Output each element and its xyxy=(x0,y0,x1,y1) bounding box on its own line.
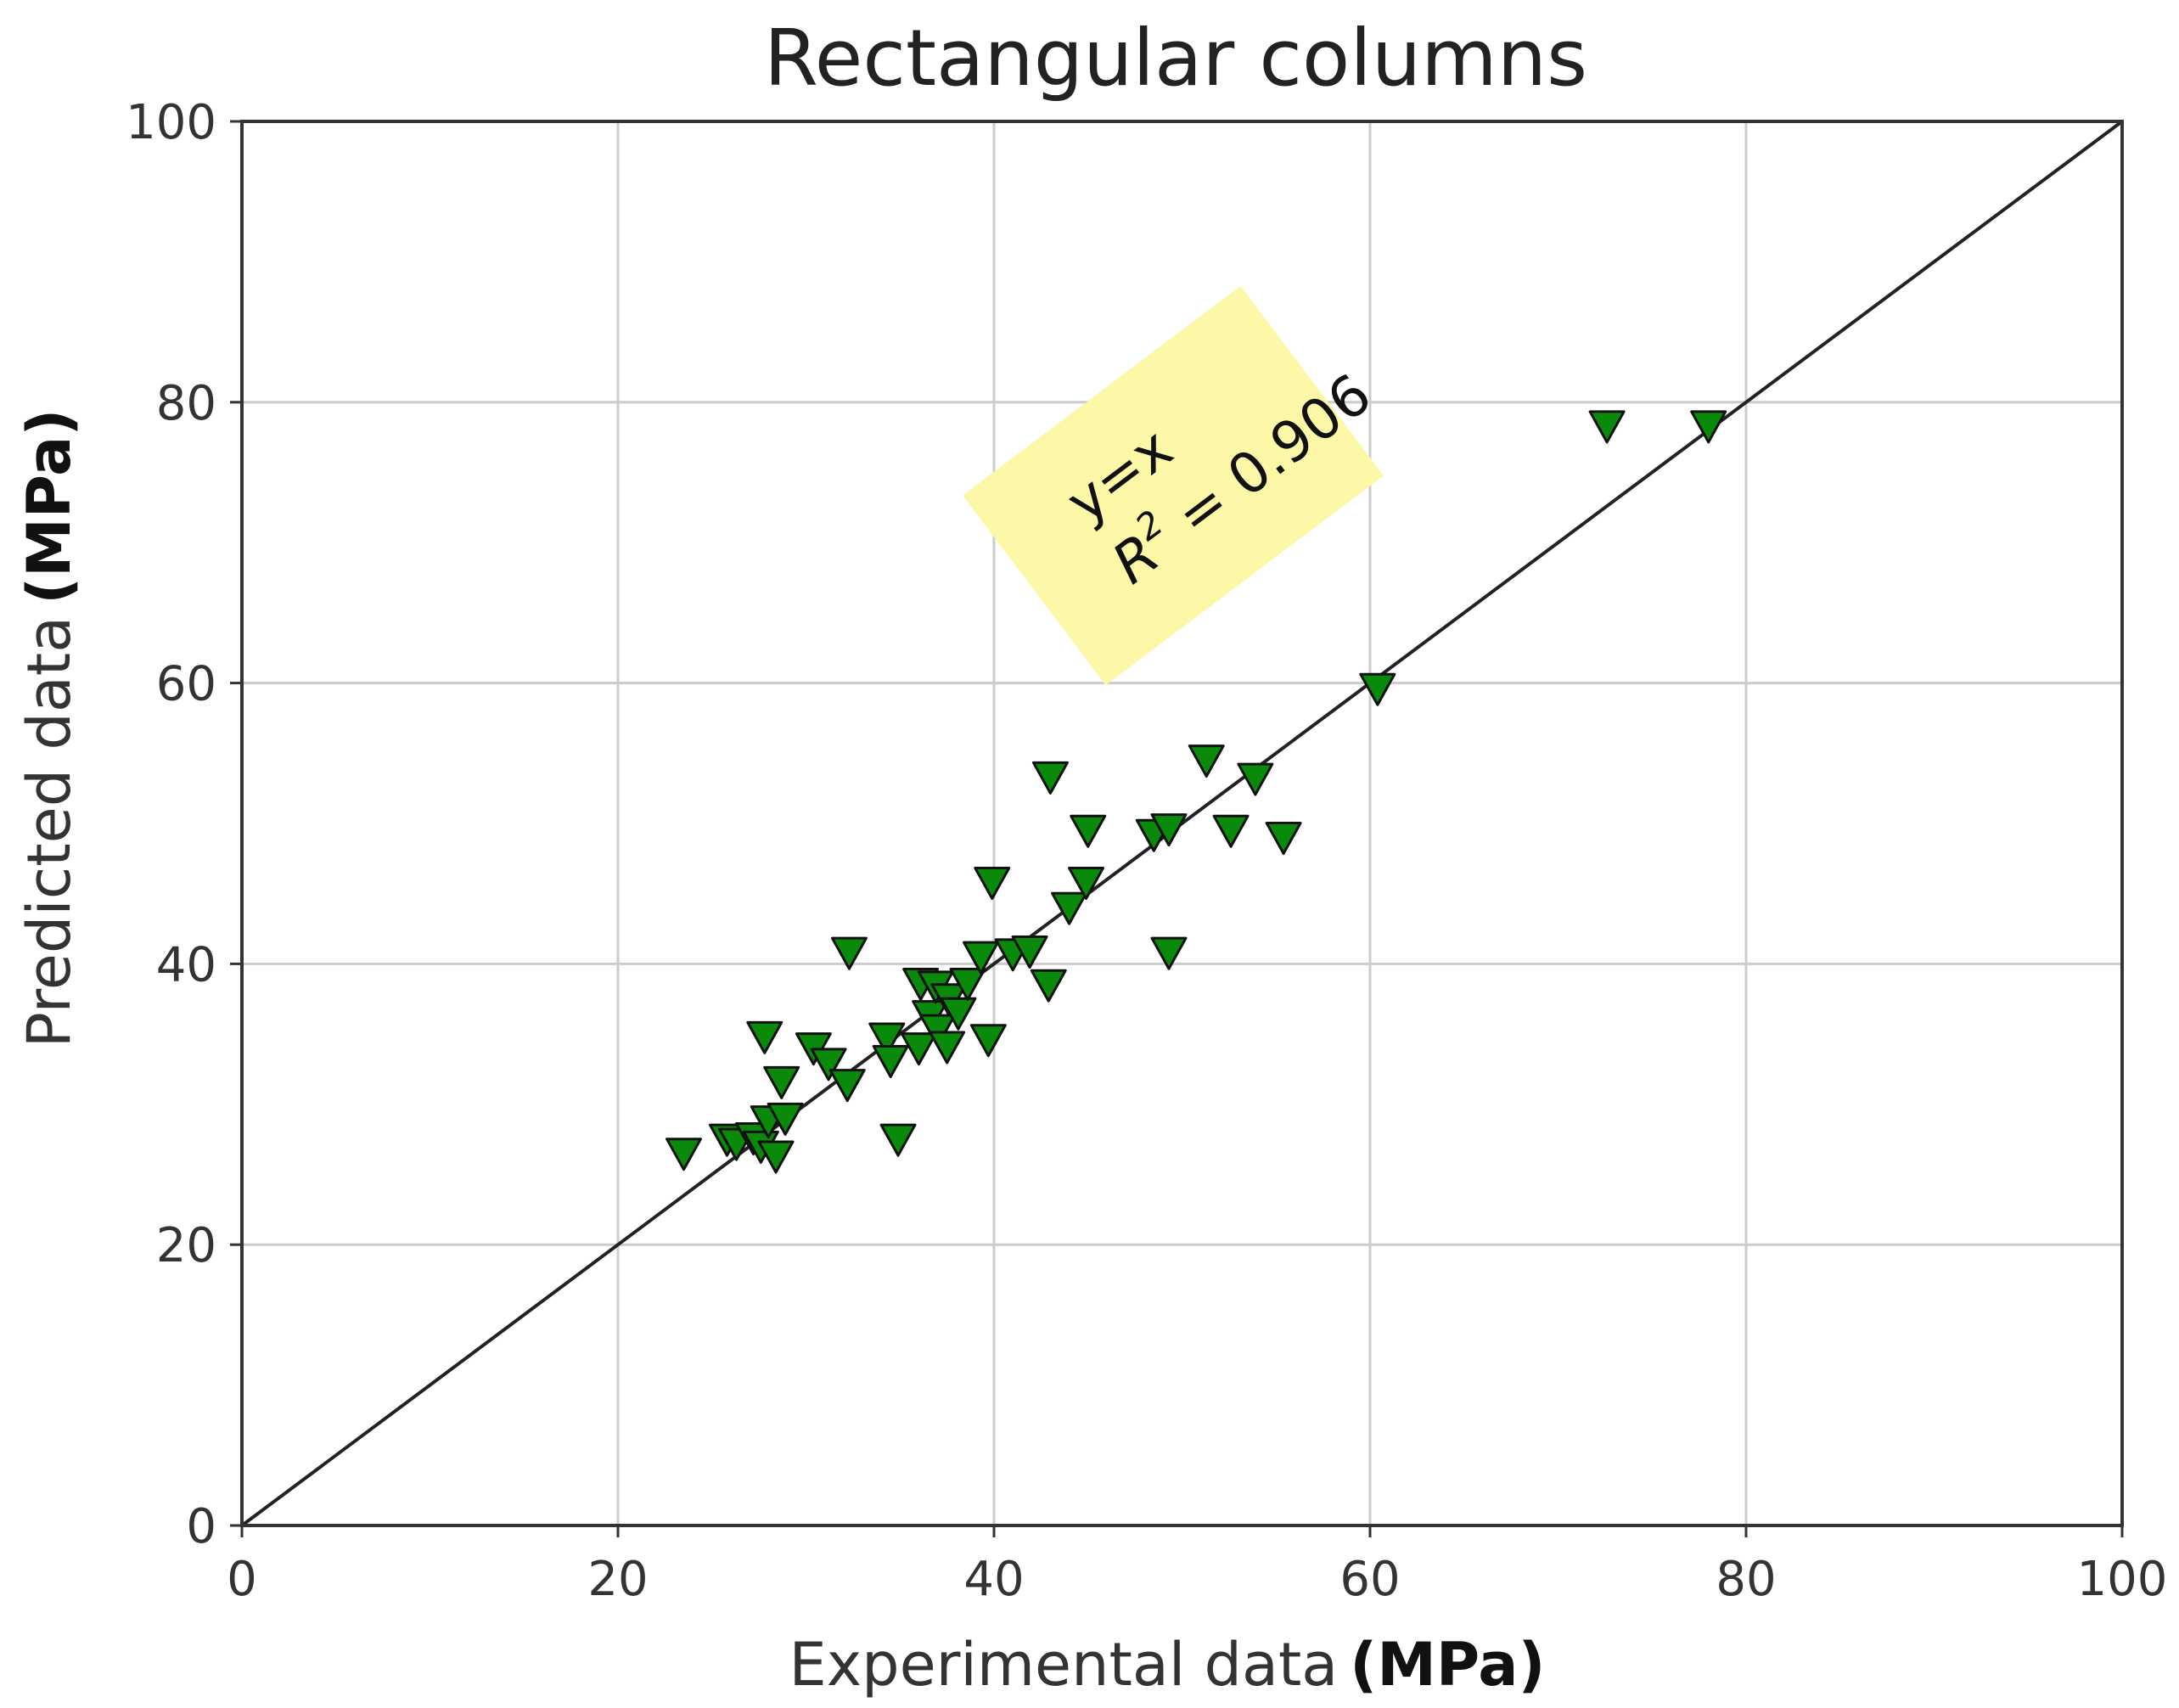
y-axis-label-unit: (MPa) xyxy=(14,409,84,604)
data-point-46 xyxy=(1690,410,1727,444)
y-tick-label-80: 80 xyxy=(156,376,216,431)
data-point-42 xyxy=(1237,762,1274,796)
x-tick-label-0: 0 xyxy=(227,1552,257,1607)
x-tick-label-80: 80 xyxy=(1716,1552,1776,1607)
data-point-18 xyxy=(900,1032,937,1066)
x-axis-ticks: 0 20 40 60 80 100 xyxy=(227,1525,2167,1607)
x-tick-label-40: 40 xyxy=(963,1552,1024,1607)
plot-frame xyxy=(240,120,2124,1527)
grid-lines xyxy=(242,121,2122,1525)
data-point-12 xyxy=(810,1048,847,1082)
y-axis-ticks: 0 20 40 60 80 100 xyxy=(126,95,242,1554)
y-tick-label-100: 100 xyxy=(126,95,216,150)
data-point-29 xyxy=(974,866,1011,900)
data-point-38 xyxy=(1150,813,1188,847)
y-tick-label-40: 40 xyxy=(156,937,216,992)
data-point-14 xyxy=(830,936,868,970)
data-point-26 xyxy=(949,968,986,1002)
data-point-44 xyxy=(1359,672,1396,706)
data-point-39 xyxy=(1150,936,1188,970)
data-point-1 xyxy=(665,1138,703,1171)
y-axis-label: Predicted data (MPa) xyxy=(14,409,84,1048)
data-point-16 xyxy=(872,1045,909,1079)
data-point-28 xyxy=(969,1024,1007,1058)
y-tick-label-20: 20 xyxy=(156,1218,216,1273)
x-axis-label-text: Experimental data xyxy=(789,1630,1338,1700)
annotation-box: y=x R2 = 0.906 xyxy=(963,285,1384,686)
data-point-13 xyxy=(828,1069,866,1103)
annotation-background xyxy=(963,285,1384,686)
data-point-25 xyxy=(940,997,977,1031)
data-point-24 xyxy=(929,1031,966,1065)
data-point-31 xyxy=(1011,935,1048,969)
data-point-9 xyxy=(763,1065,800,1099)
data-point-27 xyxy=(962,941,999,975)
data-point-33 xyxy=(1031,761,1069,795)
data-point-34 xyxy=(1051,891,1088,925)
x-tick-label-20: 20 xyxy=(587,1552,648,1607)
data-point-43 xyxy=(1265,822,1302,856)
x-axis-label-unit: (MPa) xyxy=(1350,1630,1545,1700)
data-point-45 xyxy=(1588,410,1626,444)
data-point-7 xyxy=(757,1140,795,1174)
data-point-10 xyxy=(746,1020,783,1054)
x-tick-label-100: 100 xyxy=(2077,1552,2168,1607)
y-axis-label-text: Predicted data xyxy=(14,616,84,1048)
data-point-22 xyxy=(919,1014,957,1048)
data-point-41 xyxy=(1212,814,1250,848)
x-axis-label: Experimental data (MPa) xyxy=(789,1630,1545,1700)
data-point-35 xyxy=(1068,866,1105,900)
plot-border xyxy=(240,120,2124,1527)
data-point-36 xyxy=(1070,814,1107,848)
data-point-17 xyxy=(879,1123,917,1157)
data-point-8 xyxy=(767,1102,804,1136)
x-tick-label-60: 60 xyxy=(1339,1552,1400,1607)
y-tick-label-60: 60 xyxy=(156,657,216,712)
data-point-32 xyxy=(1030,969,1067,1003)
data-point-15 xyxy=(868,1022,906,1056)
chart-title: Rectangular columns xyxy=(764,13,1587,104)
y-tick-label-0: 0 xyxy=(186,1499,216,1554)
data-point-40 xyxy=(1188,744,1225,778)
data-points xyxy=(665,410,1727,1174)
